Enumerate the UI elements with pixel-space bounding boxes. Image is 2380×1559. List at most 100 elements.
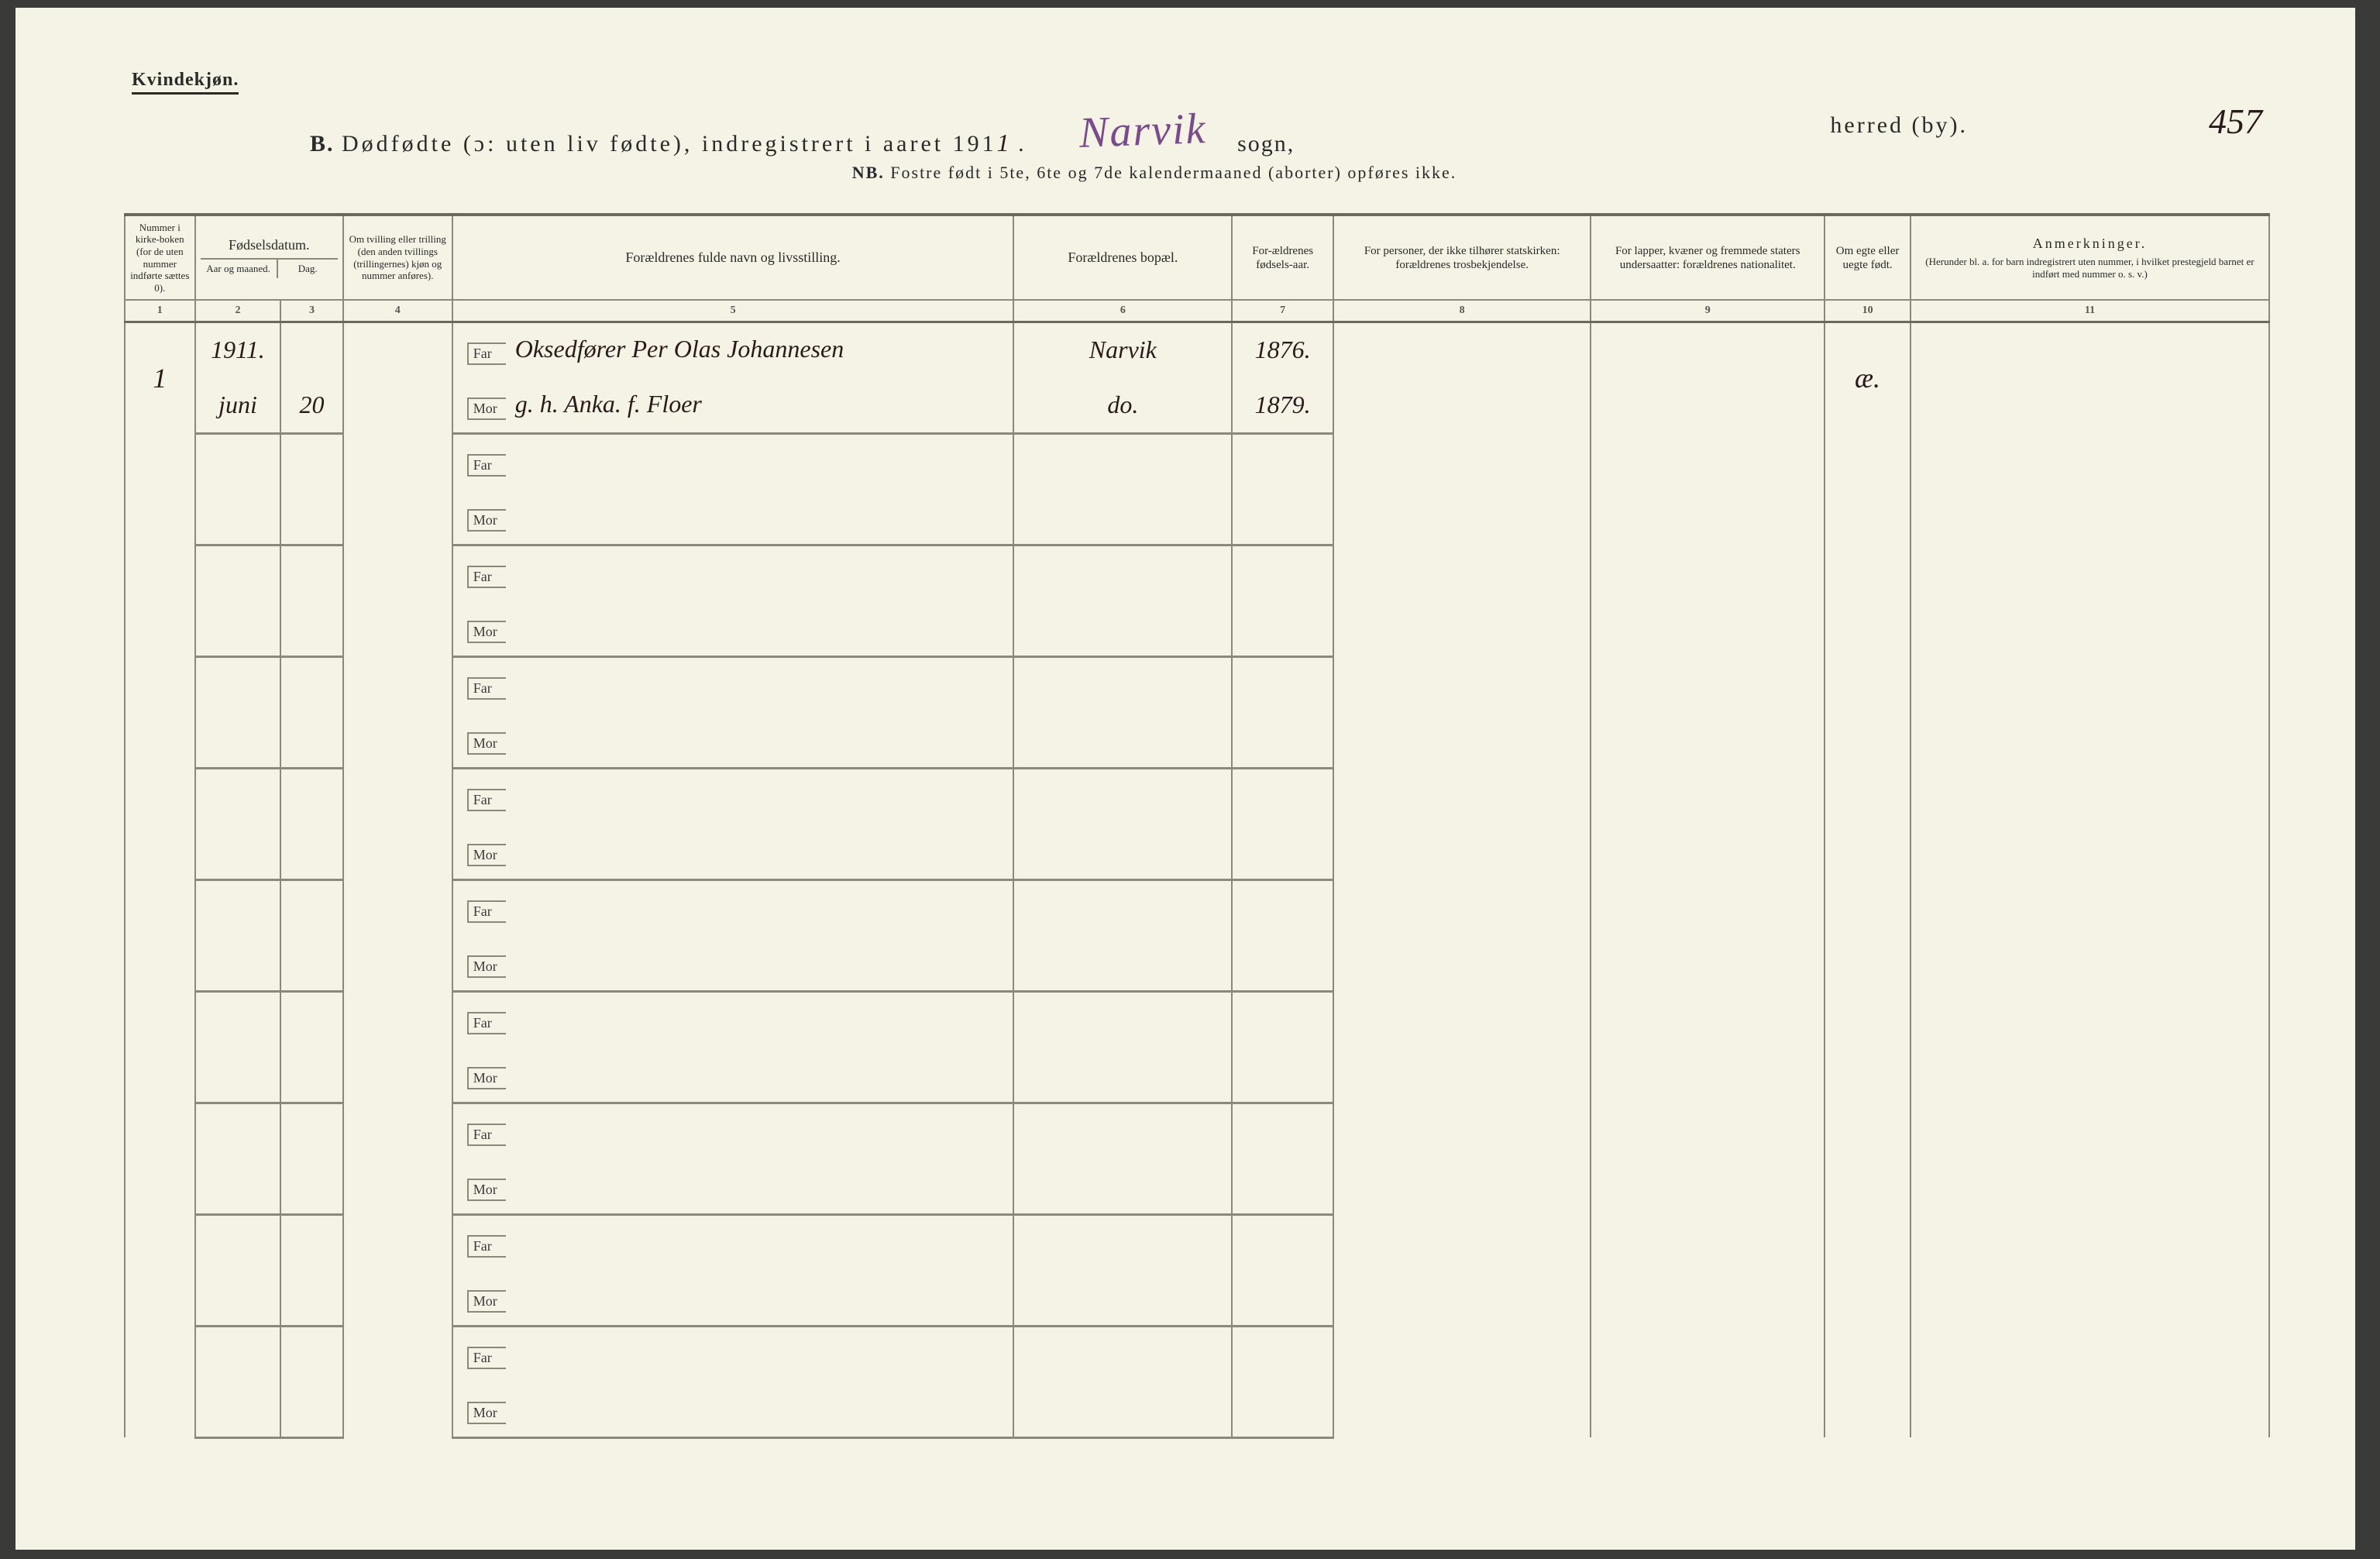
cell-mother-name: Mor <box>452 1047 1014 1103</box>
col-num-3: 3 <box>280 300 343 322</box>
far-label: Far <box>467 900 506 923</box>
cell-mother-name: Mor <box>452 935 1014 991</box>
title-main: Dødfødte (ɔ: uten liv fødte), indregistr… <box>342 131 997 157</box>
cell-mother-birthyear <box>1232 1158 1333 1214</box>
cell-year: 1911. <box>195 322 281 377</box>
cell-day <box>280 879 343 935</box>
cell-num: 1 <box>125 322 195 433</box>
col-num-9: 9 <box>1591 300 1825 322</box>
cell-twin <box>343 879 452 991</box>
mor-label: Mor <box>467 1290 506 1313</box>
col-num-10: 10 <box>1825 300 1911 322</box>
table-row: Far <box>125 991 2269 1047</box>
cell-mother-birthyear <box>1232 1382 1333 1437</box>
mor-label: Mor <box>467 1179 506 1201</box>
cell-day <box>280 768 343 824</box>
cell-day <box>280 1214 343 1270</box>
mor-label: Mor <box>467 732 506 755</box>
mor-label: Mor <box>467 1067 506 1089</box>
col-header-confession: For personer, der ikke tilhører statskir… <box>1333 215 1591 300</box>
cell-father-name: Far <box>452 879 1014 935</box>
cell-nationality <box>1591 545 1825 656</box>
mor-label: Mor <box>467 397 506 420</box>
cell-year <box>195 433 281 489</box>
cell-month <box>195 1382 281 1437</box>
cell-father-residence <box>1013 768 1232 824</box>
cell-num <box>125 433 195 545</box>
cell-num <box>125 1326 195 1437</box>
parish-name-handwritten: Narvik <box>1078 104 1208 158</box>
cell-legitimate <box>1825 991 1911 1103</box>
cell-remarks <box>1911 433 2269 545</box>
cell-legitimate <box>1825 1326 1911 1437</box>
cell-father-residence <box>1013 1103 1232 1158</box>
cell-legitimate <box>1825 656 1911 768</box>
col-header-parents-birthyear: For-ældrenes fødsels-aar. <box>1232 215 1333 300</box>
cell-mother-name: Morg. h. Anka. f. Floer <box>452 377 1014 433</box>
col-num-5: 5 <box>452 300 1014 322</box>
cell-twin <box>343 433 452 545</box>
cell-mother-residence <box>1013 824 1232 879</box>
cell-father-residence <box>1013 991 1232 1047</box>
cell-month <box>195 601 281 656</box>
cell-legitimate <box>1825 545 1911 656</box>
cell-mother-birthyear <box>1232 824 1333 879</box>
far-label: Far <box>467 566 506 588</box>
col-num-2: 2 <box>195 300 281 322</box>
cell-twin <box>343 1214 452 1326</box>
cell-father-birthyear <box>1232 1326 1333 1382</box>
cell-day <box>280 545 343 601</box>
table-row: Far <box>125 1326 2269 1382</box>
cell-father-residence <box>1013 656 1232 712</box>
cell-mother-residence <box>1013 712 1232 768</box>
title-line: B. Dødfødte (ɔ: uten liv fødte), indregi… <box>310 112 2247 159</box>
cell-year <box>195 545 281 601</box>
cell-remarks <box>1911 656 2269 768</box>
table-row: Far <box>125 768 2269 824</box>
cell-legitimate <box>1825 768 1911 879</box>
cell-mother-residence <box>1013 601 1232 656</box>
cell-father-residence <box>1013 433 1232 489</box>
cell-twin <box>343 656 452 768</box>
cell-confession <box>1333 768 1591 879</box>
document-page: Kvindekjøn. B. Dødfødte (ɔ: uten liv fød… <box>15 8 2355 1550</box>
cell-month <box>195 1270 281 1326</box>
cell-legitimate <box>1825 1214 1911 1326</box>
cell-confession <box>1333 1103 1591 1214</box>
cell-mother-name: Mor <box>452 1158 1014 1214</box>
cell-father-birthyear <box>1232 991 1333 1047</box>
cell-year <box>195 1103 281 1158</box>
cell-confession <box>1333 322 1591 433</box>
cell-legitimate <box>1825 1103 1911 1214</box>
cell-mother-birthyear <box>1232 935 1333 991</box>
cell-confession <box>1333 433 1591 545</box>
cell-mother-residence: do. <box>1013 377 1232 433</box>
cell-father-name: Far <box>452 1326 1014 1382</box>
cell-nationality <box>1591 656 1825 768</box>
cell-legitimate: æ. <box>1825 322 1911 433</box>
cell-mother-name: Mor <box>452 712 1014 768</box>
col-header-parents-name: Forældrenes fulde navn og livsstilling. <box>452 215 1014 300</box>
cell-father-birthyear <box>1232 768 1333 824</box>
cell-day <box>280 1382 343 1437</box>
register-table: Nummer i kirke-boken (for de uten nummer… <box>124 213 2270 1439</box>
cell-mother-residence <box>1013 1382 1232 1437</box>
cell-month <box>195 1158 281 1214</box>
col-num-6: 6 <box>1013 300 1232 322</box>
cell-mother-name: Mor <box>452 489 1014 545</box>
far-label: Far <box>467 454 506 477</box>
cell-confession <box>1333 879 1591 991</box>
col-subheader-aar: Aar og maaned. <box>201 260 278 278</box>
cell-mother-birthyear <box>1232 712 1333 768</box>
cell-father-birthyear <box>1232 879 1333 935</box>
cell-num <box>125 545 195 656</box>
title-period: . <box>1011 131 1026 157</box>
far-label: Far <box>467 677 506 700</box>
cell-mother-residence <box>1013 1047 1232 1103</box>
col-header-dob-group: Fødselsdatum. Aar og maaned. Dag. <box>195 215 343 300</box>
cell-remarks <box>1911 322 2269 433</box>
sub-note-text: Fostre født i 5te, 6te og 7de kalenderma… <box>890 163 1457 182</box>
mor-label: Mor <box>467 1402 506 1424</box>
cell-remarks <box>1911 879 2269 991</box>
cell-num <box>125 991 195 1103</box>
